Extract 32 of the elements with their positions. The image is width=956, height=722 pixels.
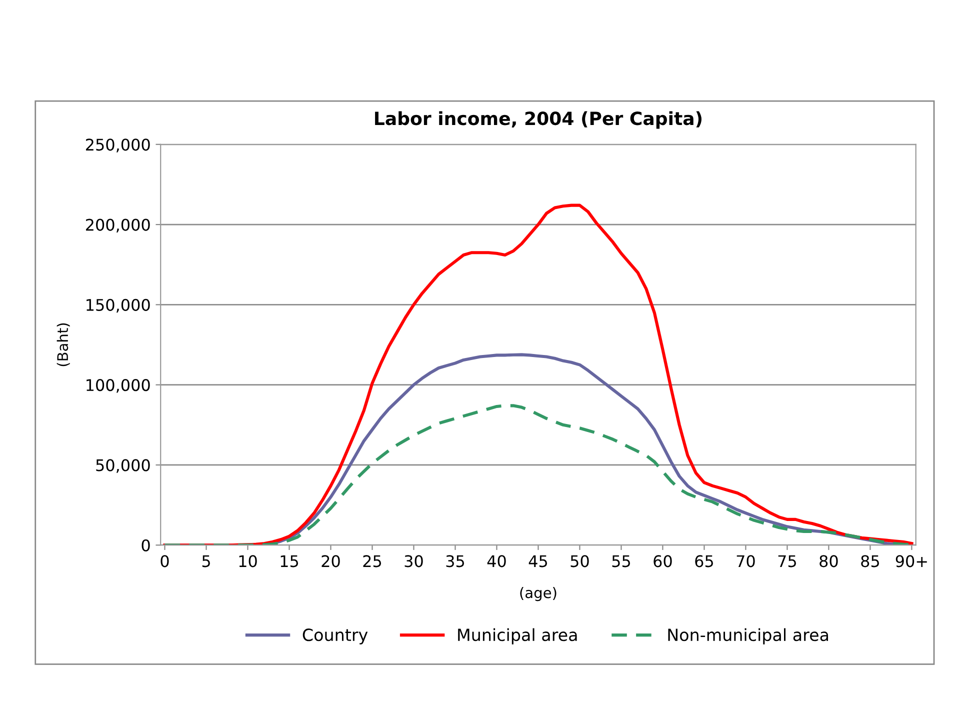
x-tick-label: 10 (239, 555, 257, 568)
x-tick-label: 75 (778, 555, 796, 568)
x-axis-title: (age) (520, 586, 556, 602)
x-tick-label: 25 (363, 555, 382, 568)
x-tick-label: 20 (322, 555, 340, 568)
line-series (163, 204, 914, 546)
y-tick-label: 150,000 (86, 298, 150, 313)
x-tick-label: 5 (202, 555, 210, 568)
legend-label: Non-municipal area (668, 628, 828, 644)
chart-title: Labor income, 2004 (Per Capita) (375, 111, 702, 129)
x-tick-label: 60 (654, 555, 672, 568)
y-tick-label: 50,000 (96, 459, 150, 473)
x-tick-label: 45 (528, 555, 547, 568)
x-tick-label: 40 (487, 555, 506, 568)
x-tick-label: 0 (160, 555, 169, 568)
x-tick-label: 50 (570, 555, 589, 568)
x-tick-label: 65 (695, 555, 713, 568)
x-tick-label: 85 (861, 555, 879, 568)
y-tick-label: 100,000 (86, 379, 150, 393)
y-tick-label: 250,000 (86, 138, 150, 152)
x-tick-label: 80 (820, 555, 838, 568)
y-tick-label: 0 (142, 539, 150, 552)
legend-label: Municipal area (458, 628, 577, 644)
x-tick-label: 30 (404, 555, 423, 568)
x-tick-label: 70 (736, 555, 755, 568)
x-tick-label: 90+ (896, 555, 927, 568)
x-tick-label: 55 (612, 555, 630, 568)
legend-label: Country (302, 628, 368, 644)
y-axis-title: (Baht) (56, 323, 70, 366)
x-tick-label: 15 (280, 555, 298, 568)
x-tick-label: 35 (446, 555, 464, 568)
y-tick-label: 200,000 (86, 218, 150, 232)
